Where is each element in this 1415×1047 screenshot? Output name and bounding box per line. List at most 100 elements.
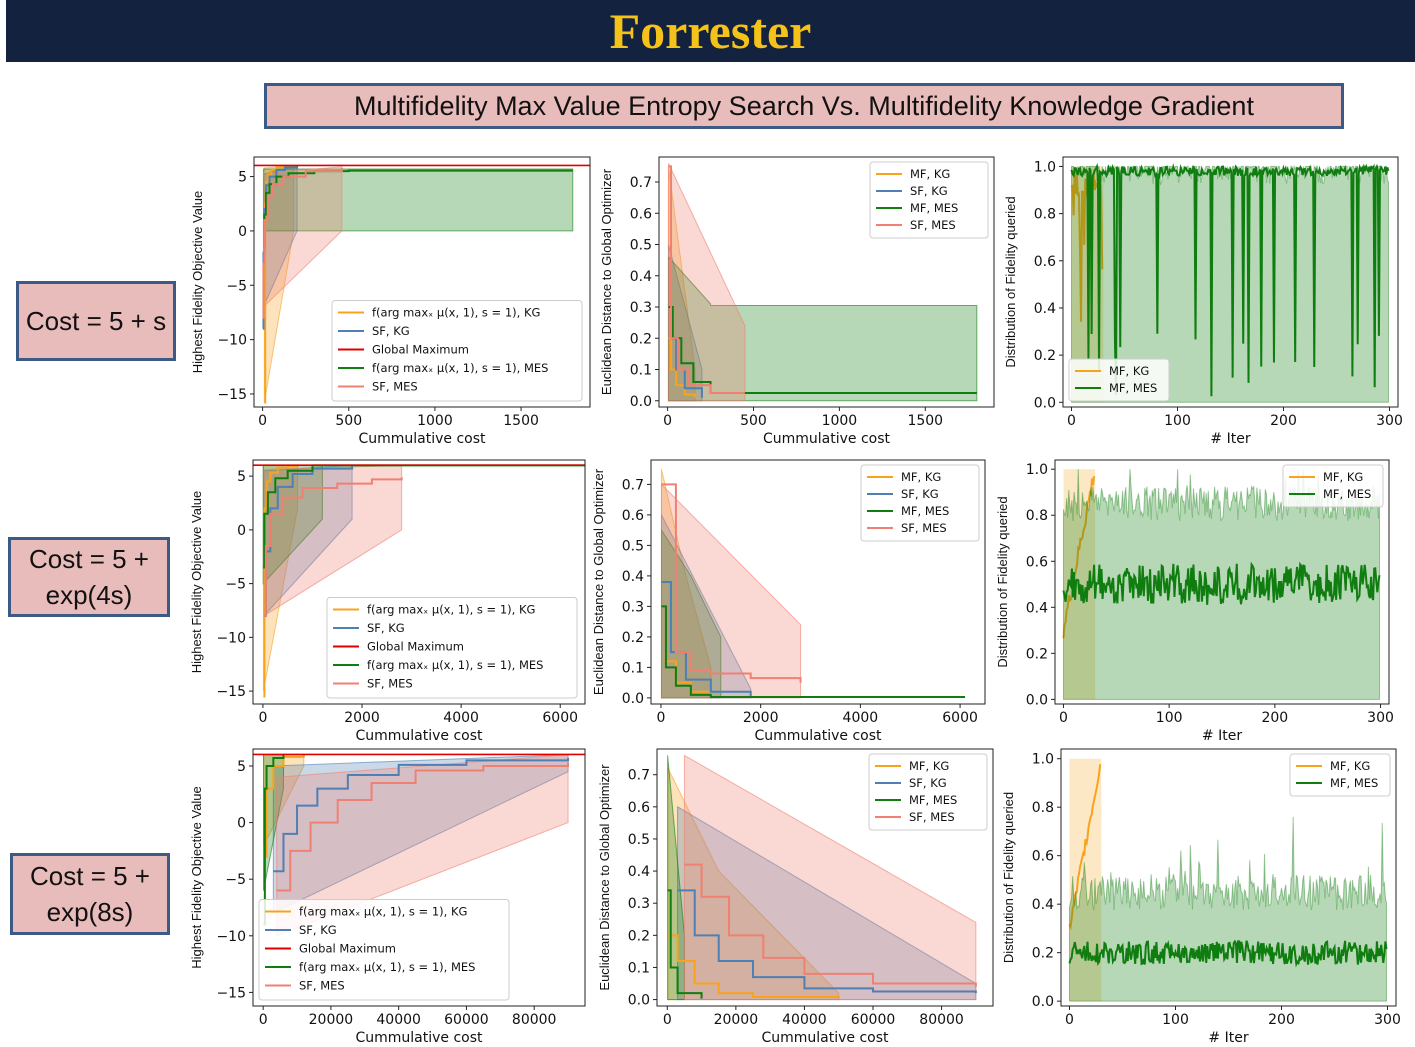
- y-tick-label: 0.2: [630, 331, 652, 347]
- y-axis-label: Highest Fidelity Objective Value: [190, 191, 205, 374]
- legend-entry: SF, KG: [910, 184, 948, 198]
- y-axis-label: Distribution of Fidelity queried: [995, 496, 1010, 667]
- y-tick-label: 0.2: [1026, 646, 1048, 662]
- y-tick-label: 0.2: [628, 928, 650, 944]
- legend-entry: SF, MES: [910, 218, 956, 232]
- x-tick-label: 500: [740, 413, 767, 429]
- x-tick-label: 60000: [444, 1012, 489, 1028]
- legend-entry: SF, MES: [372, 380, 418, 394]
- plot-area: [253, 464, 585, 698]
- legend: f(arg maxₓ μ(x, 1), s = 1), KG SF, KG Glob…: [331, 300, 583, 402]
- y-tick-label: 5: [237, 469, 246, 485]
- y-tick-label: 0.2: [1034, 348, 1056, 364]
- legend: MF, KG SF, KG MF, MES SF, MES: [868, 753, 988, 831]
- legend-entry: SF, KG: [372, 324, 410, 338]
- x-tick-label: 0: [1065, 1012, 1074, 1028]
- confidence-band: [660, 483, 802, 699]
- series-line: [661, 581, 752, 697]
- x-tick-label: 100: [1164, 413, 1191, 429]
- y-tick-label: 0.3: [630, 300, 652, 316]
- r1-objective: 0 500 1000 1500 5 0 −5 −10 −15 Cummulative cost Hi…: [190, 156, 591, 447]
- x-tick-label: 200: [1268, 1012, 1295, 1028]
- x-tick-label: 2000: [344, 710, 380, 726]
- legend-entry: SF, KG: [901, 487, 939, 501]
- series-line: [661, 483, 802, 683]
- x-tick-label: 80000: [919, 1012, 964, 1028]
- y-axis-label: Euclidean Distance to Global Optimizer: [591, 468, 606, 695]
- x-tick-label: 0: [657, 710, 666, 726]
- series-line: [1062, 475, 1096, 639]
- y-tick-label: 0: [237, 523, 246, 539]
- legend: MF, KG MF, MES: [1289, 753, 1391, 797]
- legend-box: [869, 161, 989, 239]
- series-line: [668, 165, 745, 394]
- legend-box: [860, 464, 980, 542]
- series-line: [273, 758, 570, 873]
- y-tick-label: 0.4: [622, 569, 644, 585]
- x-tick-label: 0: [663, 1012, 672, 1028]
- plot-area: [660, 469, 966, 699]
- legend-entry: MF, MES: [1330, 776, 1378, 790]
- x-axis-label: Cummulative cost: [355, 728, 483, 744]
- y-axis-label: Distribution of Fidelity queried: [1001, 792, 1016, 963]
- legend: MF, KG MF, MES: [1068, 358, 1170, 402]
- legend-entry: f(arg maxₓ μ(x, 1), s = 1), KG: [367, 603, 535, 617]
- x-tick-label: 60000: [851, 1012, 896, 1028]
- confidence-band: [667, 163, 746, 402]
- y-tick-label: −5: [225, 577, 246, 593]
- legend-entry: MF, KG: [901, 470, 941, 484]
- series-line: [1070, 162, 1390, 397]
- y-tick-label: 1.0: [1026, 462, 1048, 478]
- y-tick-label: 0: [237, 816, 246, 832]
- y-tick-label: 0.4: [628, 864, 650, 880]
- x-tick-label: 40000: [782, 1012, 827, 1028]
- x-axis-label: Cummulative cost: [355, 1030, 483, 1046]
- y-tick-label: 0.4: [630, 269, 652, 285]
- r3-objective: 0 20000 40000 60000 80000 5 0 −5 −10 −15 Cummulati…: [189, 748, 586, 1046]
- legend-entry: Global Maximum: [367, 640, 464, 654]
- row-label-2-text: Cost = 5 + exp(4s): [29, 544, 149, 610]
- row-label-3: Cost = 5 + exp(8s): [10, 853, 170, 935]
- r1-distance: 0 500 1000 1500 0.0 0.1 0.2 0.3 0.4 0.5 0.6 0.7 Cumm…: [599, 156, 995, 447]
- legend-entry: MF, KG: [1323, 470, 1363, 484]
- y-tick-label: −5: [225, 872, 246, 888]
- x-tick-label: 100: [1162, 1012, 1189, 1028]
- series-line: [1068, 764, 1102, 931]
- y-axis-label: Euclidean Distance to Global Optimizer: [597, 764, 612, 991]
- legend-entry: SF, KG: [909, 776, 947, 790]
- y-tick-label: 0.8: [1032, 800, 1054, 816]
- r3-fidelity: 0 100 200 300 0.0 0.2 0.4 0.6 0.8 1.0 # Iter Distri…: [1001, 748, 1401, 1046]
- title-banner: Forrester: [6, 0, 1415, 62]
- subtitle-text: Multifidelity Max Value Entropy Search V…: [354, 91, 1254, 121]
- row-label-2: Cost = 5 + exp(4s): [8, 537, 170, 617]
- plot-area: [667, 163, 978, 402]
- y-tick-label: −15: [216, 985, 246, 1001]
- y-tick-label: 0.8: [1034, 207, 1056, 223]
- series-line: [1062, 561, 1381, 605]
- confidence-band: [683, 754, 977, 1001]
- y-tick-label: −5: [226, 278, 247, 294]
- y-tick-label: 0.7: [630, 175, 652, 191]
- x-tick-label: 6000: [542, 710, 578, 726]
- y-tick-label: −10: [217, 333, 247, 349]
- y-tick-label: 5: [237, 759, 246, 775]
- legend-entry: f(arg maxₓ μ(x, 1), s = 1), MES: [372, 361, 548, 375]
- y-tick-label: 0.1: [630, 363, 652, 379]
- x-tick-label: 20000: [309, 1012, 354, 1028]
- y-tick-label: 1.0: [1034, 159, 1056, 175]
- x-tick-label: 20000: [714, 1012, 759, 1028]
- x-tick-label: 1500: [907, 413, 943, 429]
- y-tick-label: 0.5: [628, 832, 650, 848]
- legend-box: [1282, 464, 1384, 508]
- x-tick-label: 4000: [843, 710, 879, 726]
- x-tick-label: 0: [1067, 413, 1076, 429]
- x-tick-label: 0: [1059, 710, 1068, 726]
- row-label-3-text: Cost = 5 + exp(8s): [30, 861, 150, 927]
- legend-box: [331, 300, 583, 402]
- series-line: [677, 889, 977, 994]
- y-tick-label: 0.3: [622, 599, 644, 615]
- y-tick-label: −15: [217, 387, 247, 403]
- legend-entry: MF, MES: [909, 793, 957, 807]
- y-tick-label: 0.2: [1032, 946, 1054, 962]
- legend-entry: MF, MES: [901, 504, 949, 518]
